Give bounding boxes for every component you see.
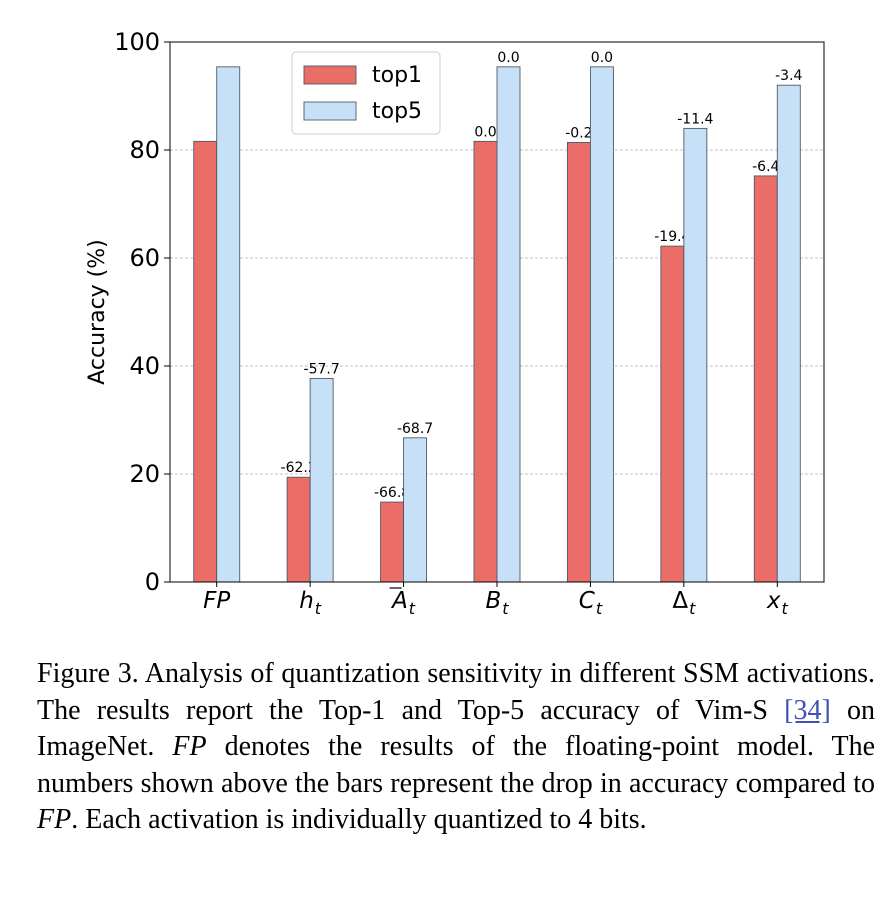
figure-caption: Figure 3. Analysis of quantization sensi… [37,658,876,835]
data-label-top5-4: 0.0 [591,50,613,66]
legend-label-top5: top5 [372,99,422,124]
x-tick-label-2: At [390,588,416,618]
y-tick-label: 20 [129,460,160,488]
x-tick-label-6: xt [766,588,789,618]
y-axis-label: Accuracy (%) [85,239,110,385]
x-tick-label-1: ht [299,588,322,618]
bar-top1-0 [193,140,218,583]
bar-top5-3 [496,66,521,583]
data-label-top1-6: -6.4 [752,159,779,175]
data-label-top1-2: -66.8 [374,485,410,501]
x-tick-label-5: Δt [672,588,696,618]
bar-top1-3 [473,140,498,583]
data-label-top1-1: -62.2 [281,460,317,476]
figure-label: Figure 3. [37,658,139,689]
bar-top1-2 [380,501,405,583]
data-label-top5-5: -11.4 [677,111,713,127]
bar-chart: -62.2 -66.8 0.0 -0.2 -19.4 -6.4 -57.7 -68.7 0.0 0… [85,28,825,618]
legend-swatch-top5 [303,101,357,121]
y-tick-label: 60 [129,244,160,272]
data-label-top1-3: 0.0 [474,124,496,140]
citation-link[interactable]: [34] [784,694,831,726]
bar-top1-4 [566,141,591,583]
x-tick-label-0: FP [203,588,230,614]
bar-top5-6 [776,84,801,583]
bar-top1-6 [753,175,778,583]
data-label-top5-2: -68.7 [397,421,433,437]
bar-top5-4 [589,66,614,583]
bar-top5-2 [403,437,428,583]
y-tick-label: 0 [145,568,160,596]
x-tick-label-3: Bt [485,588,509,618]
data-label-top5-1: -57.7 [304,361,340,377]
data-label-top1-5: -19.4 [654,229,690,245]
x-tick-label-4: Ct [579,588,603,618]
y-tick-label: 100 [114,28,160,56]
y-tick-label: 80 [129,136,160,164]
data-label-top5-6: -3.4 [775,68,802,84]
bar-top5-1 [309,377,334,583]
bar-top1-5 [660,245,685,583]
y-tick-label: 40 [129,352,160,380]
bar-top1-1 [286,476,311,583]
bar-top5-0 [216,66,241,583]
legend-swatch-top1 [303,65,357,85]
data-label-top5-3: 0.0 [497,50,519,66]
bar-top5-5 [683,127,708,583]
data-label-top1-4: -0.2 [565,125,592,141]
legend-label-top1: top1 [372,63,422,88]
